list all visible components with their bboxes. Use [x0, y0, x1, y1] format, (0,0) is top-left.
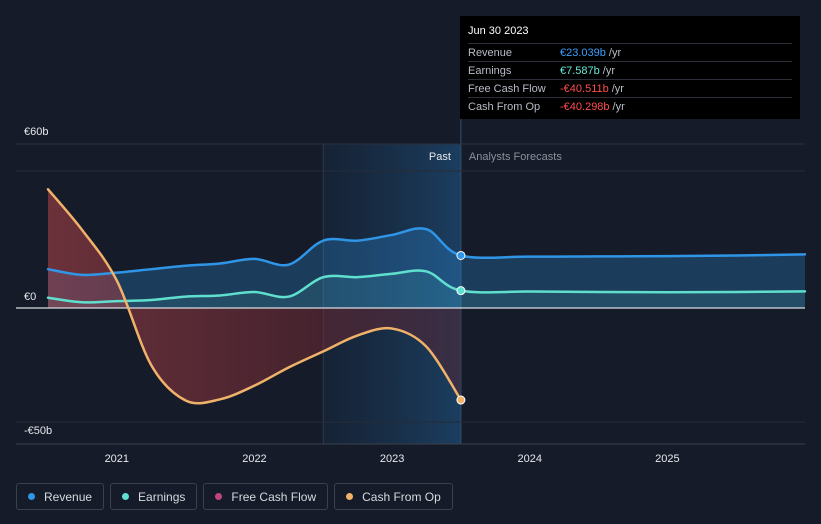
y-tick-label: -€50b — [24, 425, 52, 437]
past-label: Past — [429, 151, 451, 163]
legend-item-free-cash-flow[interactable]: Free Cash Flow — [203, 483, 329, 510]
tooltip-unit: /yr — [602, 64, 615, 77]
tooltip-unit: /yr — [611, 82, 624, 95]
past-region — [323, 144, 461, 444]
tooltip-row-earnings: Earnings €7.587b /yr — [468, 61, 792, 79]
tooltip-unit: /yr — [608, 46, 622, 59]
series-line-cash-from-op — [46, 188, 463, 405]
legend-label: Earnings — [138, 489, 186, 504]
legend-label: Cash From Op — [362, 489, 441, 504]
legend-label: Free Cash Flow — [231, 489, 317, 504]
legend-item-earnings[interactable]: Earnings — [110, 483, 198, 510]
x-tick-label: 2021 — [105, 453, 129, 465]
tooltip-date: Jun 30 2023 — [468, 25, 529, 37]
tooltip-label: Earnings — [468, 64, 512, 77]
tooltip-value: -€40.511b — [560, 82, 609, 95]
x-tick-label: 2023 — [380, 453, 404, 465]
tooltip: Jun 30 2023 Revenue €23.039b /yr Earning… — [460, 16, 800, 119]
legend: Revenue Earnings Free Cash Flow Cash Fro… — [16, 483, 453, 510]
tooltip-value: €7.587b — [560, 64, 600, 77]
data-point-earnings — [456, 286, 466, 296]
tooltip-unit: /yr — [612, 100, 625, 113]
legend-item-revenue[interactable]: Revenue — [16, 483, 105, 510]
x-tick-label: 2024 — [517, 453, 541, 465]
legend-dot-icon — [28, 493, 35, 500]
chart-canvas: €60b €0 -€50b 2021 2022 2023 2024 2025 Past Analy… — [16, 16, 807, 465]
legend-dot-icon — [122, 493, 130, 500]
tooltip-label: Cash From Op — [468, 100, 541, 113]
forecast-label: Analysts Forecasts — [469, 151, 562, 163]
legend-dot-icon — [215, 493, 223, 500]
area-revenue — [48, 228, 805, 308]
area-earnings — [48, 270, 805, 308]
series-line-revenue — [46, 227, 807, 277]
legend-dot-icon — [346, 493, 354, 500]
area-cash-from-op — [48, 189, 461, 404]
tooltip-value: -€40.298b — [560, 100, 610, 113]
series-line-earnings — [46, 269, 807, 304]
tooltip-row-fcf: Free Cash Flow -€40.511b /yr — [468, 79, 792, 97]
x-tick-label: 2022 — [242, 453, 266, 465]
y-tick-label: €60b — [24, 126, 48, 138]
data-point-cash-from-op — [456, 395, 466, 405]
tooltip-row-revenue: Revenue €23.039b /yr — [468, 43, 792, 61]
tooltip-row-cfo: Cash From Op -€40.298b /yr — [468, 97, 792, 115]
data-point-revenue — [456, 250, 466, 260]
y-tick-label: €0 — [24, 291, 36, 303]
tooltip-label: Revenue — [468, 46, 513, 59]
x-tick-label: 2025 — [655, 453, 679, 465]
tooltip-label: Free Cash Flow — [468, 82, 546, 95]
tooltip-value: €23.039b — [560, 46, 606, 59]
legend-label: Revenue — [44, 489, 93, 504]
legend-item-cash-from-op[interactable]: Cash From Op — [334, 483, 453, 510]
